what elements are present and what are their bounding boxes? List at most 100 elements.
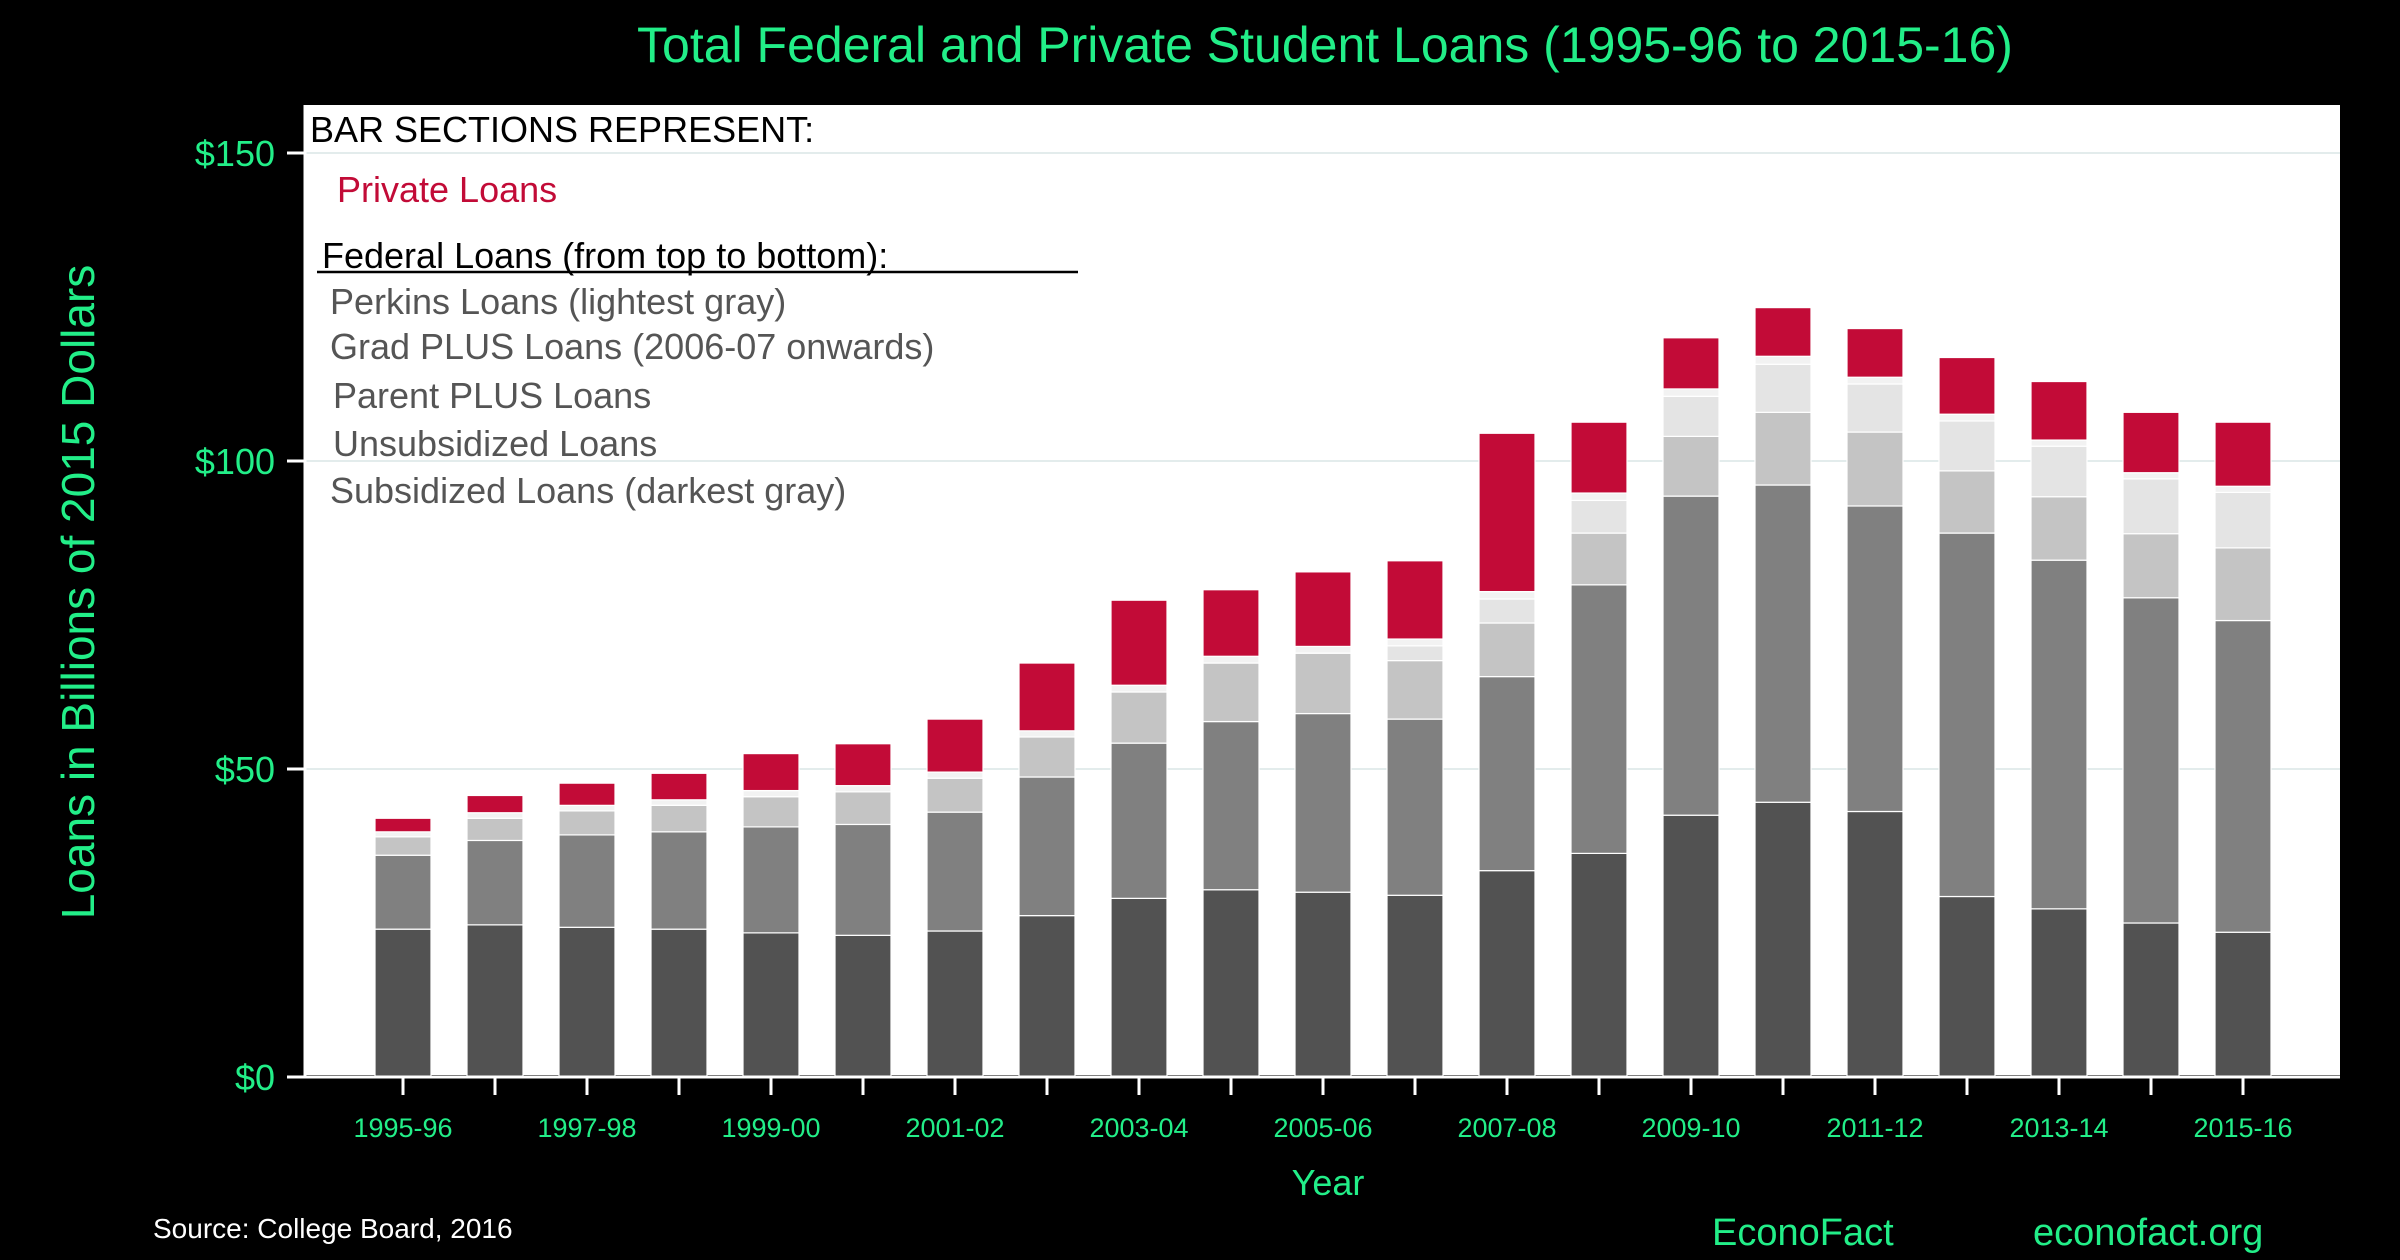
bar-segment bbox=[650, 804, 708, 833]
bar-segment bbox=[1110, 742, 1168, 899]
bar-segment bbox=[1938, 356, 1996, 415]
bar-segment bbox=[1110, 599, 1168, 686]
bar-segment bbox=[1294, 891, 1352, 1078]
bar-segment bbox=[2214, 491, 2272, 549]
bar-segment bbox=[1846, 431, 1904, 507]
bar-segment bbox=[2122, 411, 2180, 474]
bar-segment bbox=[2122, 597, 2180, 924]
bar-segment bbox=[1478, 622, 1536, 678]
bar-segment bbox=[1018, 915, 1076, 1078]
x-tick-label: 2003-04 bbox=[1089, 1113, 1188, 1143]
legend-item: Unsubsidized Loans bbox=[333, 423, 657, 464]
y-axis-label: Loans in Billions of 2015 Dollars bbox=[52, 265, 104, 920]
bar-segment bbox=[2214, 485, 2272, 494]
bar-segment bbox=[374, 854, 432, 930]
bar-segment bbox=[926, 777, 984, 813]
legend-item: Perkins Loans (lightest gray) bbox=[330, 281, 786, 322]
bar-segment bbox=[742, 796, 800, 828]
bar-segment bbox=[2214, 547, 2272, 622]
bar-segment bbox=[1110, 691, 1168, 744]
bar-segment bbox=[1754, 411, 1812, 486]
bar-segment bbox=[374, 831, 432, 838]
bar-segment bbox=[1386, 560, 1444, 640]
bar-segment bbox=[1846, 383, 1904, 433]
bar-segment bbox=[1018, 662, 1076, 732]
bar-segment bbox=[1202, 655, 1260, 664]
y-tick-label: $0 bbox=[235, 1057, 275, 1098]
bar-segment bbox=[466, 817, 524, 842]
bar-segment bbox=[1938, 420, 1996, 472]
bar-segment bbox=[2214, 619, 2272, 933]
bar-segment bbox=[650, 928, 708, 1078]
bar-segment bbox=[2030, 380, 2088, 441]
x-tick-label: 2001-02 bbox=[905, 1113, 1004, 1143]
bar-segment bbox=[1478, 675, 1536, 872]
bar-segment bbox=[1386, 894, 1444, 1078]
bar-segment bbox=[926, 930, 984, 1078]
bar-segment bbox=[1110, 897, 1168, 1078]
bar-segment bbox=[1662, 337, 1720, 390]
bar-segment bbox=[2030, 496, 2088, 561]
bar-segment bbox=[1846, 810, 1904, 1078]
bar-segment bbox=[2030, 445, 2088, 498]
source-note: Source: College Board, 2016 bbox=[153, 1213, 513, 1244]
legend-item: Parent PLUS Loans bbox=[333, 375, 651, 416]
bar-segment bbox=[1386, 659, 1444, 720]
chart-title: Total Federal and Private Student Loans … bbox=[637, 17, 2013, 73]
bar-segment bbox=[926, 771, 984, 779]
bar-segment bbox=[2214, 421, 2272, 487]
bar-segment bbox=[1846, 327, 1904, 378]
bar-segment bbox=[2030, 908, 2088, 1078]
bar-segment bbox=[1754, 484, 1812, 803]
legend-item: Subsidized Loans (darkest gray) bbox=[330, 470, 846, 511]
bar-segment bbox=[650, 831, 708, 930]
bar-segment bbox=[1754, 355, 1812, 365]
bar-segment bbox=[1754, 363, 1812, 413]
bar-segment bbox=[1018, 730, 1076, 738]
bar-segment bbox=[374, 817, 432, 833]
bar-segment bbox=[1570, 584, 1628, 854]
bar-segment bbox=[2122, 922, 2180, 1078]
bar-segment bbox=[926, 718, 984, 773]
bar-segment bbox=[466, 924, 524, 1078]
x-tick-label: 2005-06 bbox=[1273, 1113, 1372, 1143]
bar-segment bbox=[1662, 495, 1720, 816]
bar-segment bbox=[1110, 684, 1168, 693]
legend-federal-heading: Federal Loans (from top to bottom): bbox=[322, 235, 888, 276]
legend-item: Grad PLUS Loans (2006-07 onwards) bbox=[330, 326, 934, 367]
bar-segment bbox=[650, 772, 708, 801]
bar-segment bbox=[374, 928, 432, 1078]
bar-segment bbox=[466, 794, 524, 814]
y-tick-label: $100 bbox=[195, 441, 275, 482]
bar-segment bbox=[742, 789, 800, 798]
bar-segment bbox=[2122, 478, 2180, 535]
bar-segment bbox=[374, 836, 432, 856]
bar-segment bbox=[1754, 801, 1812, 1078]
bar-segment bbox=[1294, 571, 1352, 648]
y-tick-label: $50 bbox=[215, 749, 275, 790]
bar-segment bbox=[2122, 472, 2180, 480]
bar-segment bbox=[1294, 712, 1352, 893]
bar-segment bbox=[834, 934, 892, 1078]
bar-segment bbox=[834, 791, 892, 826]
bar-segment bbox=[834, 785, 892, 793]
bar-segment bbox=[2030, 559, 2088, 910]
x-axis-label: Year bbox=[1292, 1162, 1365, 1203]
legend: BAR SECTIONS REPRESENT: Private Loans Fe… bbox=[310, 109, 1078, 511]
bar-segment bbox=[466, 812, 524, 819]
bar-segment bbox=[1570, 499, 1628, 534]
brand-label: EconoFact bbox=[1712, 1212, 1894, 1254]
bar-segment bbox=[558, 926, 616, 1078]
bar-segment bbox=[1662, 395, 1720, 437]
x-tick-label: 2011-12 bbox=[1826, 1113, 1923, 1143]
bar-segment bbox=[1202, 720, 1260, 891]
bar-segment bbox=[926, 811, 984, 932]
bar-segment bbox=[742, 752, 800, 792]
bar-segment bbox=[1478, 870, 1536, 1078]
bar-segment bbox=[1478, 432, 1536, 593]
bar-segment bbox=[1662, 814, 1720, 1078]
bar-segment bbox=[1018, 776, 1076, 917]
bar-segment bbox=[1938, 413, 1996, 422]
x-tick-label: 1999-00 bbox=[721, 1113, 820, 1143]
